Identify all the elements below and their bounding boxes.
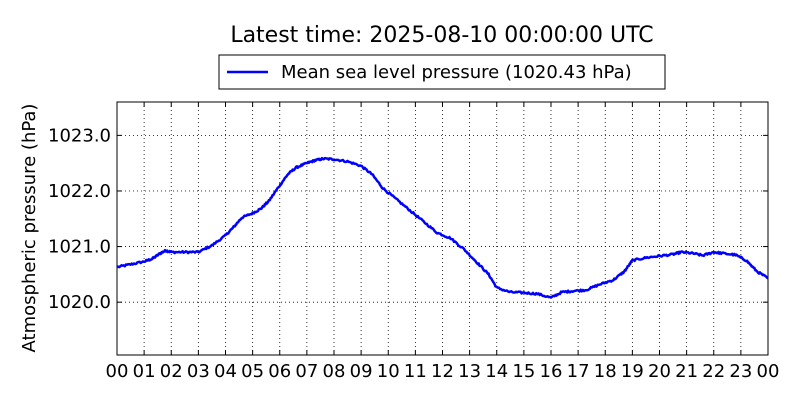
x-tick-label: 00 — [106, 361, 129, 382]
x-tick-label: 15 — [512, 361, 535, 382]
x-tick-label: 23 — [729, 361, 752, 382]
x-tick-label: 06 — [268, 361, 291, 382]
y-tick-label: 1021.0 — [48, 237, 111, 258]
y-tick-label: 1023.0 — [48, 125, 111, 146]
y-axis-ticks: 1020.0 1021.0 1022.0 1023.0 — [48, 125, 768, 313]
chart-title: Latest time: 2025-08-10 00:00:00 UTC — [230, 23, 653, 48]
x-tick-label: 19 — [621, 361, 644, 382]
x-tick-label: 12 — [431, 361, 454, 382]
y-tick-label: 1020.0 — [48, 292, 111, 313]
x-tick-label: 00 — [757, 361, 780, 382]
x-tick-label: 13 — [458, 361, 481, 382]
x-tick-label: 22 — [702, 361, 725, 382]
x-tick-label: 04 — [214, 361, 237, 382]
x-tick-label: 20 — [648, 361, 671, 382]
x-tick-label: 03 — [187, 361, 210, 382]
x-tick-label: 08 — [323, 361, 346, 382]
x-tick-label: 10 — [377, 361, 400, 382]
x-tick-label: 14 — [485, 361, 508, 382]
series-line-mean-sea-level-pressure — [116, 156, 769, 299]
x-tick-label: 01 — [133, 361, 156, 382]
x-tick-label: 07 — [295, 361, 318, 382]
legend-frame — [218, 54, 666, 90]
x-tick-label: 17 — [567, 361, 590, 382]
x-tick-label: 18 — [594, 361, 617, 382]
x-axis-ticks: 00 01 02 03 04 05 06 07 08 09 10 11 12 13 14 15 16 17 18 19… — [106, 102, 780, 382]
plot-area — [116, 101, 769, 356]
x-tick-label: 05 — [241, 361, 264, 382]
x-tick-label: 09 — [350, 361, 373, 382]
legend-label: Mean sea level pressure (1020.43 hPa) — [281, 62, 632, 83]
x-tick-label: 02 — [160, 361, 183, 382]
grid — [117, 102, 768, 355]
legend: Mean sea level pressure (1020.43 hPa) — [218, 54, 666, 90]
y-axis-label: Atmospheric pressure (hPa) — [19, 104, 40, 353]
x-tick-label: 11 — [404, 361, 427, 382]
x-tick-label: 21 — [675, 361, 698, 382]
y-tick-label: 1022.0 — [48, 181, 111, 202]
x-tick-label: 16 — [540, 361, 563, 382]
